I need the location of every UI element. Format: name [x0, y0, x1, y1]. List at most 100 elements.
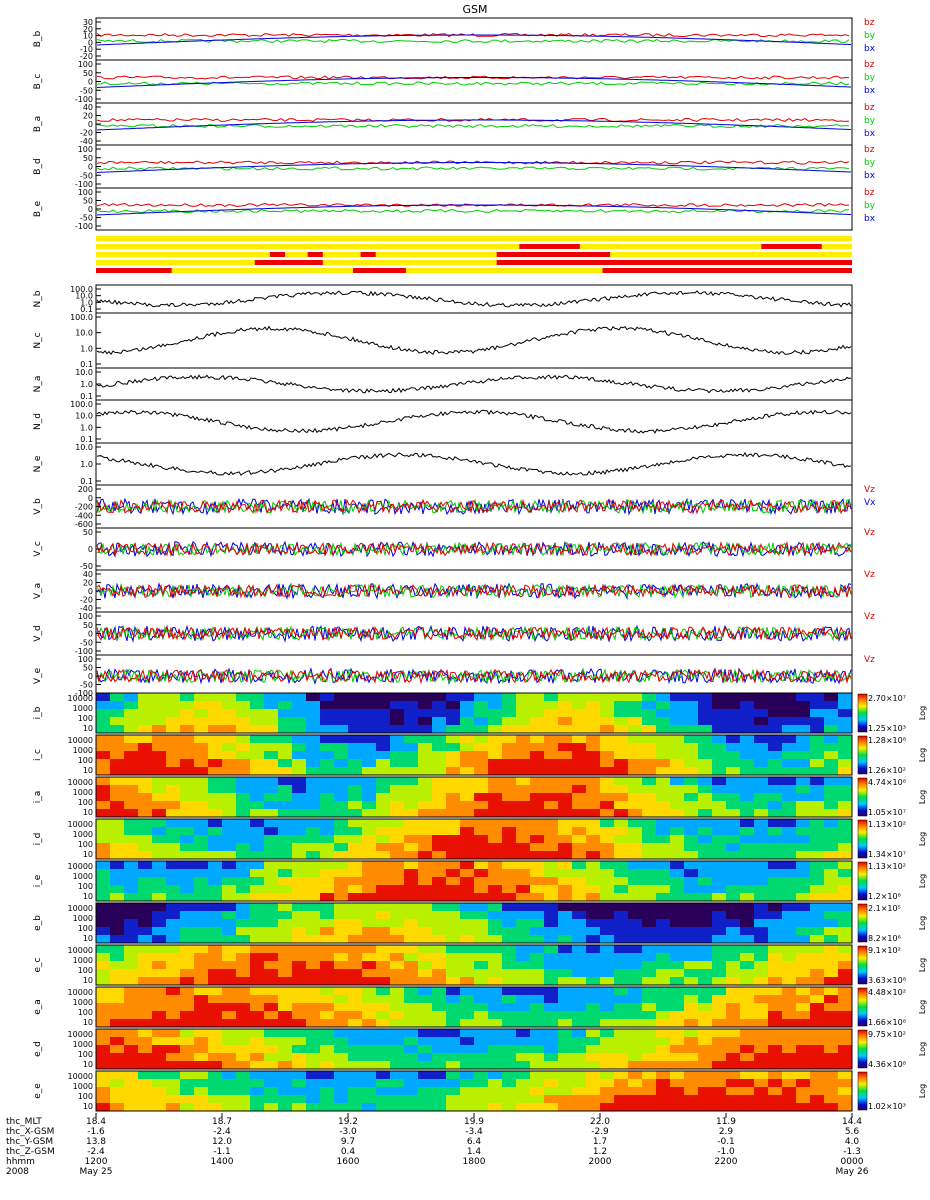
spectrogram-cell	[236, 751, 250, 759]
spectrogram-cell	[236, 919, 250, 927]
spectrogram-cell	[740, 1071, 754, 1079]
y-tick-label: 0.1	[80, 360, 93, 369]
spectrogram-cell	[432, 995, 446, 1003]
spectrogram-cell	[418, 945, 432, 953]
spectrogram-cell	[446, 819, 460, 827]
spectrogram-cell	[404, 743, 418, 751]
spectrogram-cell	[208, 911, 222, 919]
spectrogram-cell	[544, 953, 558, 961]
spectrogram-cell	[418, 835, 432, 843]
spectrogram-cell	[614, 717, 628, 725]
spectrogram-cell	[726, 961, 740, 969]
spectrogram-cell	[488, 835, 502, 843]
spectrogram-cell	[166, 961, 180, 969]
y-tick-label: 100	[78, 612, 93, 621]
spectrogram-cell	[194, 827, 208, 835]
spectrogram-cell	[712, 835, 726, 843]
spectrogram-cell	[418, 1095, 432, 1103]
spectrogram-cell	[222, 1061, 236, 1069]
spectrogram-cell	[488, 893, 502, 901]
spectrogram-cell	[586, 995, 600, 1003]
spectrogram-cell	[320, 701, 334, 709]
spectrogram-cell	[838, 843, 852, 851]
spectrogram-cell	[628, 701, 642, 709]
spectrogram-cell	[390, 1053, 404, 1061]
spectrogram-cell	[194, 919, 208, 927]
spectrogram-cell	[404, 869, 418, 877]
spectrogram-cell	[670, 851, 684, 859]
spectrogram-cell	[488, 1011, 502, 1019]
spectrogram-cell	[390, 919, 404, 927]
spectrogram-cell	[544, 1019, 558, 1027]
spectrogram-cell	[656, 927, 670, 935]
spectrogram-cell	[138, 927, 152, 935]
spectrogram-cell	[502, 1019, 516, 1027]
spectrogram-cell	[544, 693, 558, 701]
spectrogram-cell	[600, 1019, 614, 1027]
spectrogram-cell	[194, 935, 208, 943]
spectrogram-cell	[222, 1045, 236, 1053]
spectrogram-cell	[530, 717, 544, 725]
spectrogram-cell	[656, 777, 670, 785]
spectrogram-cell	[348, 701, 362, 709]
spectrogram-cell	[754, 1029, 768, 1037]
spectrogram-cell	[810, 1045, 824, 1053]
spectrogram-cell	[446, 1037, 460, 1045]
spectrogram-cell	[810, 843, 824, 851]
spectrogram-cell	[250, 735, 264, 743]
spectrogram-cell	[670, 709, 684, 717]
spectrogram-cell	[110, 759, 124, 767]
spectrogram-cell	[530, 785, 544, 793]
spectrogram-cell	[96, 793, 110, 801]
spectrogram-cell	[320, 725, 334, 733]
spectrogram-cell	[796, 977, 810, 985]
spectrogram-cell	[152, 759, 166, 767]
spectrogram-cell	[544, 801, 558, 809]
spectrogram-cell	[502, 819, 516, 827]
spectrogram-cell	[460, 1087, 474, 1095]
spectrogram-cell	[712, 953, 726, 961]
spectrogram-cell	[502, 843, 516, 851]
spectrogram-cell	[362, 1019, 376, 1027]
spectrogram-cell	[544, 1003, 558, 1011]
spectrogram-cell	[782, 767, 796, 775]
spectrogram-cell	[572, 767, 586, 775]
spectrogram-cell	[810, 869, 824, 877]
spectrogram-cell	[502, 835, 516, 843]
spectrogram-cell	[530, 961, 544, 969]
spectrogram-cell	[516, 935, 530, 943]
spectrogram-cell	[768, 717, 782, 725]
spectrogram-cell	[96, 717, 110, 725]
spectrogram-cell	[292, 861, 306, 869]
spectrogram-cell	[558, 903, 572, 911]
y-tick-label: 1000	[73, 746, 93, 755]
spectrogram-cell	[824, 1045, 838, 1053]
spectrogram-cell	[124, 1019, 138, 1027]
spectrogram-cell	[432, 725, 446, 733]
spectrogram-cell	[124, 1011, 138, 1019]
spectrogram-cell	[642, 693, 656, 701]
spectrogram-cell	[572, 1037, 586, 1045]
spectrogram-cell	[824, 919, 838, 927]
y-axis-label: B_d	[33, 158, 43, 174]
spectrogram-cell	[502, 1037, 516, 1045]
spectrogram-cell	[572, 693, 586, 701]
spectrogram-cell	[698, 725, 712, 733]
spectrogram-cell	[726, 725, 740, 733]
spectrogram-cell	[670, 1087, 684, 1095]
spectrogram-cell	[138, 885, 152, 893]
spectrogram-cell	[740, 1087, 754, 1095]
spectrogram-cell	[670, 885, 684, 893]
spectrogram-cell	[614, 1037, 628, 1045]
spectrogram-cell	[278, 809, 292, 817]
spectrogram-cell	[208, 759, 222, 767]
spectrogram-cell	[558, 827, 572, 835]
spectrogram-cell	[404, 945, 418, 953]
spectrogram-cell	[208, 725, 222, 733]
y-axis-label: e_d	[33, 1041, 43, 1057]
spectrogram-cell	[96, 1103, 110, 1111]
spectrogram-cell	[432, 869, 446, 877]
